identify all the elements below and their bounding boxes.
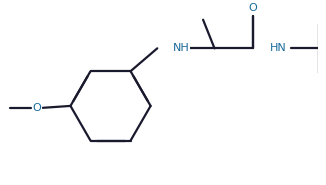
Text: O: O [248, 3, 257, 13]
Text: O: O [33, 103, 41, 113]
Text: NH: NH [172, 43, 189, 53]
Text: HN: HN [270, 43, 287, 53]
